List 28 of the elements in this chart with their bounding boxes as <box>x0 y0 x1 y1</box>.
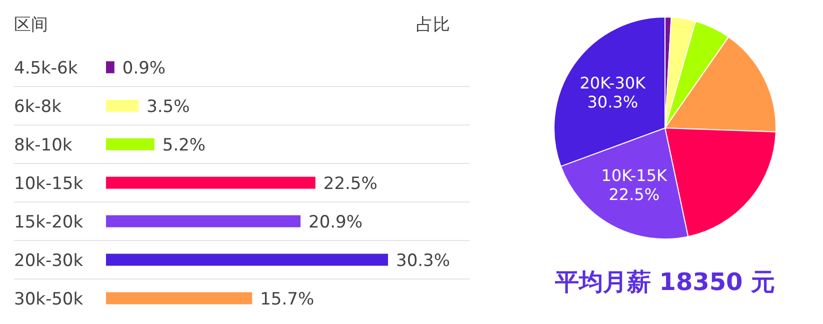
text: 平均月薪 18350 元 <box>554 268 776 296</box>
bar <box>106 100 139 112</box>
y-tick-label: 30k-50k <box>14 289 84 310</box>
y-tick-label: 20k-30k <box>14 250 84 271</box>
x-axis-title: 占比 <box>416 15 450 35</box>
data-label: 0.9% <box>122 58 166 78</box>
data-label: 22.5% <box>323 174 378 194</box>
bar <box>106 215 301 228</box>
y-tick-label: 6k-8k <box>14 96 62 117</box>
y-tick-label: 4.5k-6k <box>14 58 78 78</box>
bar <box>106 61 114 74</box>
data-label: 22.5% <box>608 184 660 204</box>
data-label: 20.9% <box>308 212 363 232</box>
bar <box>106 138 154 150</box>
data-label: 5.2% <box>162 135 206 156</box>
data-label: 30.3% <box>587 92 638 112</box>
y-axis-title: 区间 <box>14 15 48 35</box>
slice-label: 20K-30K <box>580 73 646 92</box>
bar <box>106 176 316 189</box>
data-label: 3.5% <box>146 96 190 117</box>
data-label: 30.3% <box>396 250 450 271</box>
slice-label: 10K-15K <box>601 166 668 185</box>
y-tick-label: 10k-15k <box>14 174 84 194</box>
data-label: 15.7% <box>260 289 314 310</box>
bar <box>106 254 388 266</box>
bar <box>106 292 252 304</box>
y-tick-label: 15k-20k <box>14 212 84 232</box>
y-tick-label: 8k-10k <box>14 135 72 156</box>
